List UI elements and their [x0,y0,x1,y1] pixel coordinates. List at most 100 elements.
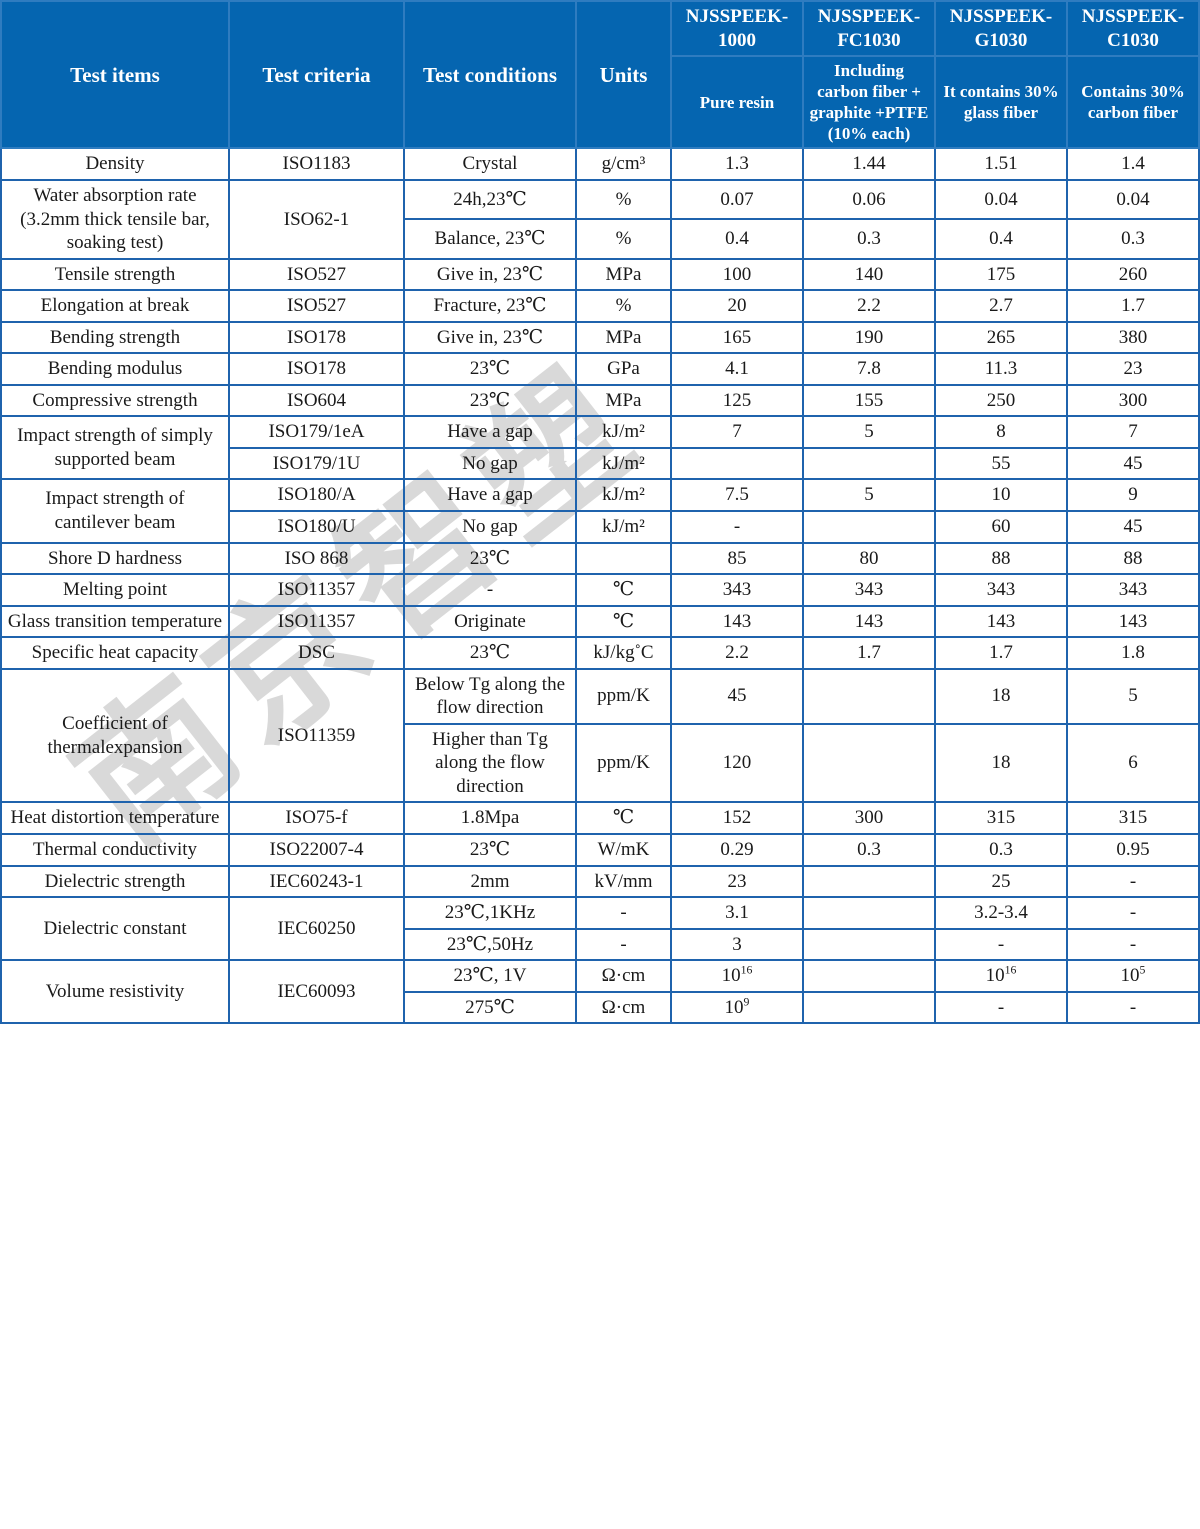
cell-test-condition: 1.8Mpa [403,801,577,835]
cell-unit: Ω·cm [575,959,672,993]
cell-unit: ℃ [575,573,672,607]
table-row: Tensile strength ISO527 Give in, 23℃ MPa 100… [0,257,1200,292]
cell-test-condition: Fracture, 23℃ [403,289,577,323]
table-row: Heat distortion temperature ISO75-f 1.8Mpa… [0,801,1200,835]
cell-unit: MPa [575,383,672,418]
cell-test-criteria: ISO180/U [228,509,405,544]
cell-test-item: Coefficient of thermalexpansion [0,667,230,804]
cell-unit: kJ/m² [575,478,672,512]
cell-value-product-1: 0.3 [802,832,936,867]
cell-test-condition: Balance, 23℃ [403,218,577,260]
cell-value-product-0: 3 [670,927,804,962]
cell-test-criteria: ISO527 [228,257,405,292]
cell-test-item: Bending strength [0,320,230,355]
cell-test-item: Heat distortion temperature [0,801,230,835]
cell-value-product-3: 1.4 [1066,147,1200,181]
cell-value-product-2: 18 [934,667,1068,725]
cell-test-condition: Crystal [403,147,577,181]
cell-test-criteria: ISO1183 [228,147,405,181]
cell-test-condition: 23℃ [403,352,577,386]
cell-value-product-2: 60 [934,509,1068,544]
cell-test-item: Thermal conductivity [0,832,230,867]
cell-test-item: Glass transition temperature [0,604,230,639]
cell-value-product-2: 343 [934,573,1068,607]
cell-test-condition: Have a gap [403,478,577,512]
cell-value-product-3: - [1066,927,1200,962]
cell-value-product-3: - [1066,990,1200,1025]
cell-unit: ppm/K [575,667,672,725]
cell-value-product-1: 0.3 [802,218,936,260]
cell-test-item: Bending modulus [0,352,230,386]
table-row: 23℃,50Hz -3- - [1,927,1200,962]
cell-test-condition: 23℃ [403,636,577,670]
cell-unit: kJ/m² [575,415,672,449]
cell-unit [575,541,672,576]
cell-value-product-1: 143 [802,604,936,639]
cell-value-product-3: 343 [1066,573,1200,607]
cell-value-product-2: 55 [934,446,1068,481]
cell-value-product-0: 3.1 [670,896,804,930]
cell-test-condition: 24h,23℃ [403,178,577,221]
cell-value-product-2: 18 [934,722,1068,804]
cell-value-product-1: 190 [802,320,936,355]
cell-value-product-0: 4.1 [670,352,804,386]
cell-value-product-3: 143 [1066,604,1200,639]
cell-value-product-2: 1016 [934,959,1068,993]
cell-test-criteria: ISO62-1 [228,178,405,260]
cell-test-item: Specific heat capacity [0,636,230,670]
cell-unit: - [575,927,672,962]
cell-test-item: Impact strength of simply supported beam [0,415,230,481]
cell-value-product-0: 1.3 [670,147,804,181]
cell-value-product-0: 0.4 [670,218,804,260]
cell-test-item: Impact strength of cantilever beam [0,478,230,544]
cell-test-condition: - [403,573,577,607]
cell-value-product-0: 100 [670,257,804,292]
cell-value-product-1 [802,896,936,930]
cell-value-product-2: 1.7 [934,636,1068,670]
cell-unit: GPa [575,352,672,386]
cell-test-criteria: IEC60243-1 [228,864,405,899]
cell-unit: MPa [575,320,672,355]
cell-value-product-0: 20 [670,289,804,323]
cell-test-item: Volume resistivity [0,959,230,1025]
cell-test-criteria: ISO178 [228,352,405,386]
cell-value-product-3: 260 [1066,257,1200,292]
cell-test-item: Water absorption rate (3.2mm thick tensi… [0,178,230,260]
cell-test-criteria: ISO180/A [228,478,405,512]
header-product-3: NJSSPEEK-C1030 [1066,0,1200,58]
cell-test-condition: Have a gap [403,415,577,449]
cell-unit: ℃ [575,604,672,639]
cell-value-product-0: - [670,509,804,544]
cell-test-condition: 275℃ [403,990,577,1025]
cell-value-product-3: 0.04 [1066,178,1200,221]
header-product-desc-0: Pure resin [670,55,804,150]
cell-value-product-2: 250 [934,383,1068,418]
cell-value-product-2: 0.3 [934,832,1068,867]
cell-value-product-3: 315 [1066,801,1200,835]
cell-value-product-3: 300 [1066,383,1200,418]
cell-value-product-1 [802,990,936,1025]
cell-value-product-1 [802,864,936,899]
table-row: Dielectric constant IEC60250 23℃,1KHz -3.1 3… [0,896,1200,962]
cell-value-product-0: 7 [670,415,804,449]
cell-value-product-0: 109 [670,990,804,1025]
cell-value-product-1: 0.06 [802,178,936,221]
cell-value-product-2: 3.2-3.4 [934,896,1068,930]
cell-value-product-2: 1.51 [934,147,1068,181]
cell-unit: kV/mm [575,864,672,899]
table-row: Impact strength of simply supported beam… [0,415,1200,481]
cell-test-condition: 23℃,50Hz [403,927,577,962]
cell-test-condition: Below Tg along the flow direction [403,667,577,725]
cell-value-product-0: 152 [670,801,804,835]
cell-value-product-1 [802,446,936,481]
cell-test-criteria: ISO75-f [228,801,405,835]
table-row: Water absorption rate (3.2mm thick tensi… [0,178,1200,260]
table-row: Specific heat capacity DSC 23℃ kJ/kg˚C 2.2 1.… [0,636,1200,670]
cell-value-product-3: 45 [1066,446,1200,481]
cell-value-product-1: 1.7 [802,636,936,670]
table-row: Volume resistivity IEC60093 23℃, 1V Ω·cm 101… [0,959,1200,1025]
cell-value-product-1: 80 [802,541,936,576]
cell-value-product-2: 175 [934,257,1068,292]
cell-value-product-0: 143 [670,604,804,639]
cell-value-product-0: 0.29 [670,832,804,867]
